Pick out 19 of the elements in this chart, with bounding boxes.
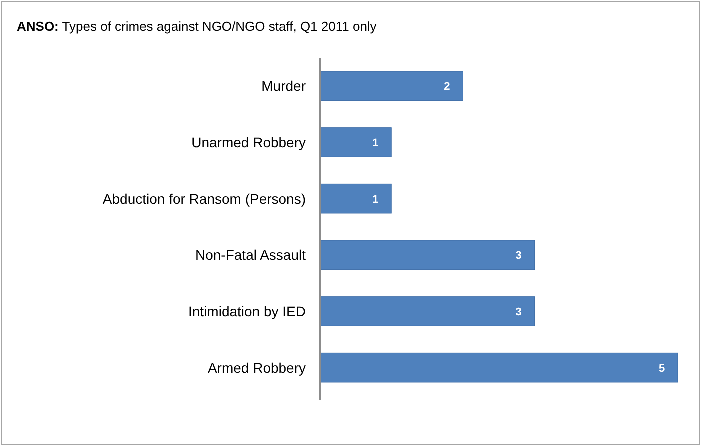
data-label: 3 [516, 306, 522, 318]
bar [320, 296, 536, 326]
bar [320, 240, 536, 270]
y-tick-label: Murder [262, 78, 306, 94]
bar [320, 352, 678, 383]
data-label: 3 [516, 250, 522, 262]
y-tick-label: Intimidation by IED [188, 304, 306, 320]
data-label: 5 [658, 362, 666, 375]
data-label: 1 [372, 138, 379, 150]
data-label: 1 [372, 194, 379, 206]
bar [320, 128, 392, 158]
bar [320, 184, 392, 214]
data-label: 2 [444, 81, 450, 94]
bar [320, 71, 464, 102]
y-tick-label: Non-Fatal Assault [196, 247, 306, 264]
y-tick-label: Abduction for Ransom (Persons) [102, 190, 306, 207]
y-tick-label: Armed Robbery [208, 360, 306, 376]
text: ANSO: Types of crimes against NGO/NGO staff, Q1 2011 only [17, 19, 378, 34]
y-tick-label: Unarmed Robbery [192, 134, 306, 150]
